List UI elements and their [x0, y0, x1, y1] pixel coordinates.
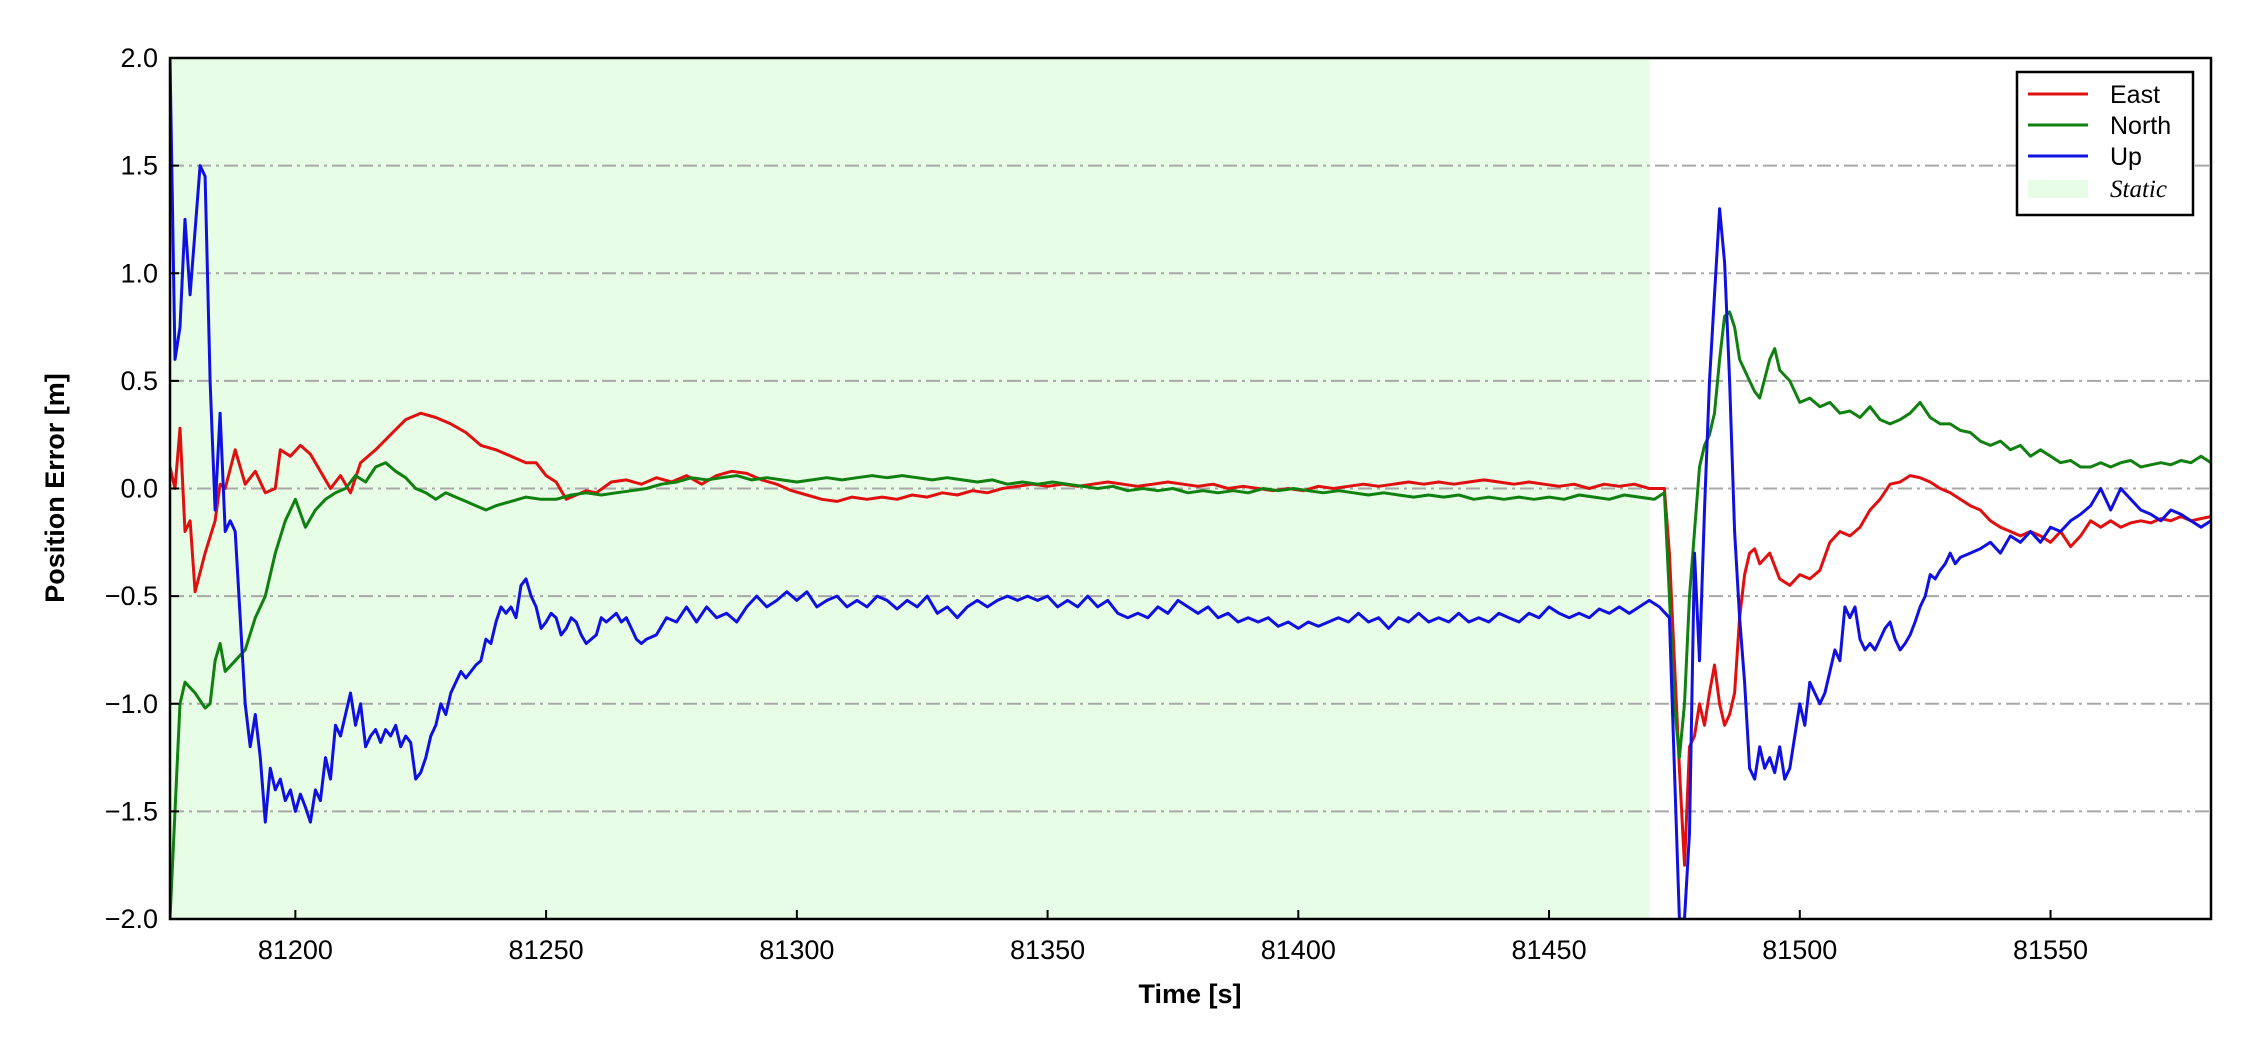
- y-axis-title: Position Error [m]: [40, 373, 70, 603]
- x-axis-ticks: 81200 81250 81300 81350 81400 81450 81500 81550: [258, 910, 2088, 965]
- y-tick-label: 1.5: [120, 151, 158, 181]
- x-tick-label: 81250: [509, 935, 584, 965]
- y-tick-label: 0.5: [120, 366, 158, 396]
- series-lines: [170, 58, 2211, 919]
- y-tick-label: −0.5: [105, 581, 158, 611]
- y-tick-label: −1.5: [105, 796, 158, 826]
- x-tick-label: 81200: [258, 935, 333, 965]
- y-tick-label: −1.0: [105, 689, 158, 719]
- legend: East North Up Static: [2015, 70, 2195, 217]
- legend-label-east: East: [2110, 81, 2160, 109]
- y-tick-label: 0.0: [120, 474, 158, 504]
- y-tick-label: 1.0: [120, 258, 158, 288]
- legend-label-up: Up: [2110, 143, 2142, 171]
- x-tick-label: 81450: [1512, 935, 1587, 965]
- x-tick-label: 81550: [2013, 935, 2088, 965]
- legend-label-north: North: [2110, 112, 2171, 140]
- series-line-up: [170, 58, 2211, 919]
- legend-swatch-static: [2028, 180, 2088, 198]
- legend-label-static: Static: [2110, 176, 2167, 203]
- y-axis-ticks: 2.0 1.5 1.0 0.5 0.0 −0.5 −1.0 −1.5 −2.0: [105, 43, 179, 934]
- y-tick-label: −2.0: [105, 904, 158, 934]
- x-axis-title: Time [s]: [1138, 979, 1241, 1009]
- series-line-north: [170, 310, 2211, 919]
- x-tick-label: 81500: [1762, 935, 1837, 965]
- y-tick-label: 2.0: [120, 43, 158, 73]
- x-tick-label: 81350: [1010, 935, 1085, 965]
- x-tick-label: 81400: [1261, 935, 1336, 965]
- x-tick-label: 81300: [759, 935, 834, 965]
- gridlines: [170, 164, 2211, 813]
